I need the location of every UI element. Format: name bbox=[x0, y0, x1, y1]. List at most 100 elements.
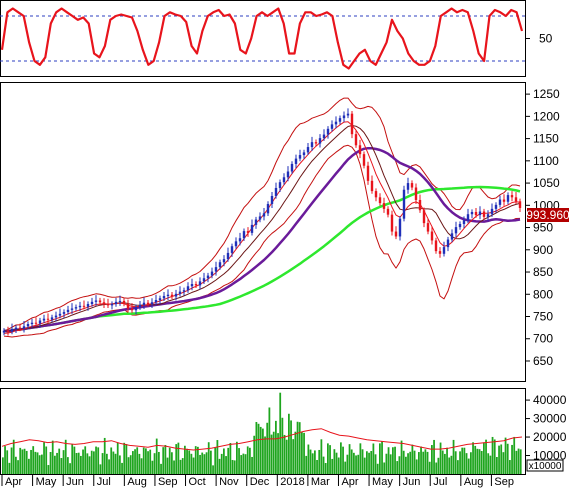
volume-bar bbox=[132, 451, 134, 474]
ma-long-purple-line bbox=[3, 146, 521, 333]
volume-bar bbox=[480, 450, 483, 474]
volume-unit-frame bbox=[526, 459, 564, 472]
candle-body bbox=[402, 189, 406, 219]
price-layer bbox=[2, 97, 522, 338]
volume-bar bbox=[264, 436, 266, 474]
oscillator-line bbox=[0, 7, 524, 70]
volume-bar bbox=[30, 449, 32, 474]
volume-bar bbox=[515, 450, 518, 474]
volume-bar bbox=[21, 449, 24, 474]
candle-body bbox=[74, 307, 78, 309]
volume-bar bbox=[73, 446, 76, 474]
candle-body bbox=[2, 330, 6, 333]
candle-body bbox=[122, 300, 126, 304]
volume-bar bbox=[513, 436, 516, 474]
candle-body bbox=[262, 213, 266, 217]
volume-bar bbox=[12, 439, 15, 474]
volume-bar bbox=[129, 455, 132, 474]
month-label: Jun bbox=[403, 476, 421, 488]
month-label: Jul bbox=[433, 476, 447, 488]
volume-bar bbox=[201, 452, 204, 474]
candle-body bbox=[442, 247, 446, 254]
volume-bar bbox=[454, 451, 457, 474]
price-tick-label: 850 bbox=[533, 265, 553, 279]
candle-body bbox=[206, 275, 210, 279]
volume-bar bbox=[413, 450, 416, 474]
candle-body bbox=[270, 195, 274, 204]
volume-bar bbox=[465, 453, 468, 474]
volume-bar bbox=[220, 453, 223, 474]
volume-bar bbox=[2, 457, 4, 474]
candle-body bbox=[354, 134, 358, 146]
volume-bar bbox=[140, 458, 143, 474]
volume-bar bbox=[249, 447, 251, 474]
volume-bar bbox=[472, 442, 474, 474]
candle-body bbox=[246, 231, 250, 233]
volume-bar bbox=[500, 444, 503, 474]
month-label: Nov bbox=[219, 476, 239, 488]
volume-bar bbox=[225, 456, 227, 474]
volume-bar bbox=[298, 422, 301, 474]
volume-bar bbox=[54, 455, 56, 474]
candle-body bbox=[10, 328, 14, 332]
volume-bar bbox=[275, 420, 277, 474]
volume-bar bbox=[483, 442, 485, 474]
volume-bar bbox=[136, 447, 139, 474]
volume-bar bbox=[316, 459, 318, 474]
candle-body bbox=[86, 304, 90, 307]
month-label: May bbox=[36, 476, 57, 488]
candle-body bbox=[222, 259, 226, 263]
candle-body bbox=[318, 138, 322, 144]
volume-bar bbox=[389, 454, 392, 474]
volume-bar bbox=[311, 453, 314, 474]
volume-bar bbox=[327, 443, 329, 474]
candle-body bbox=[150, 302, 154, 305]
volume-bar bbox=[205, 452, 208, 474]
month-label: Oct bbox=[189, 476, 206, 488]
volume-bar bbox=[424, 449, 427, 474]
volume-bar bbox=[101, 453, 104, 474]
month-label: Jul bbox=[97, 476, 111, 488]
volume-bar bbox=[281, 417, 284, 474]
volume-bar bbox=[374, 454, 377, 474]
volume-bar bbox=[279, 392, 282, 474]
price-panel-frame bbox=[0, 82, 526, 382]
volume-bar bbox=[435, 462, 438, 474]
volume-bar bbox=[387, 447, 390, 474]
volume-bar bbox=[210, 450, 212, 474]
last-value-badge-bg bbox=[527, 208, 569, 222]
candle-body bbox=[6, 330, 10, 332]
volume-bar bbox=[290, 420, 292, 474]
volume-bar bbox=[272, 431, 275, 474]
candle-body bbox=[502, 199, 506, 202]
candle-body bbox=[390, 214, 394, 232]
volume-bar bbox=[64, 439, 67, 474]
candle-body bbox=[382, 203, 386, 209]
volume-bar bbox=[155, 438, 158, 474]
volume-bar bbox=[192, 457, 195, 474]
candle-body bbox=[226, 252, 230, 260]
volume-bar bbox=[10, 447, 13, 474]
volume-bar bbox=[77, 452, 80, 474]
volume-bar bbox=[340, 442, 342, 474]
volume-bar bbox=[110, 447, 113, 474]
volume-bar bbox=[353, 452, 355, 474]
month-label: Aug bbox=[127, 476, 147, 488]
volume-bar bbox=[246, 446, 249, 474]
candle-body bbox=[274, 187, 278, 196]
volume-bar bbox=[80, 455, 82, 474]
volume-bar bbox=[344, 461, 347, 474]
candle-body bbox=[54, 315, 58, 318]
candle-body bbox=[434, 240, 438, 252]
volume-bar bbox=[41, 454, 43, 474]
volume-bar bbox=[177, 442, 180, 474]
volume-bar bbox=[444, 453, 446, 474]
volume-bar bbox=[145, 448, 147, 474]
volume-bar bbox=[99, 464, 102, 474]
candle-body bbox=[370, 180, 374, 192]
volume-bar bbox=[407, 453, 409, 474]
volume-bar bbox=[357, 454, 360, 474]
volume-bar bbox=[361, 449, 364, 474]
candle-body bbox=[326, 128, 330, 135]
